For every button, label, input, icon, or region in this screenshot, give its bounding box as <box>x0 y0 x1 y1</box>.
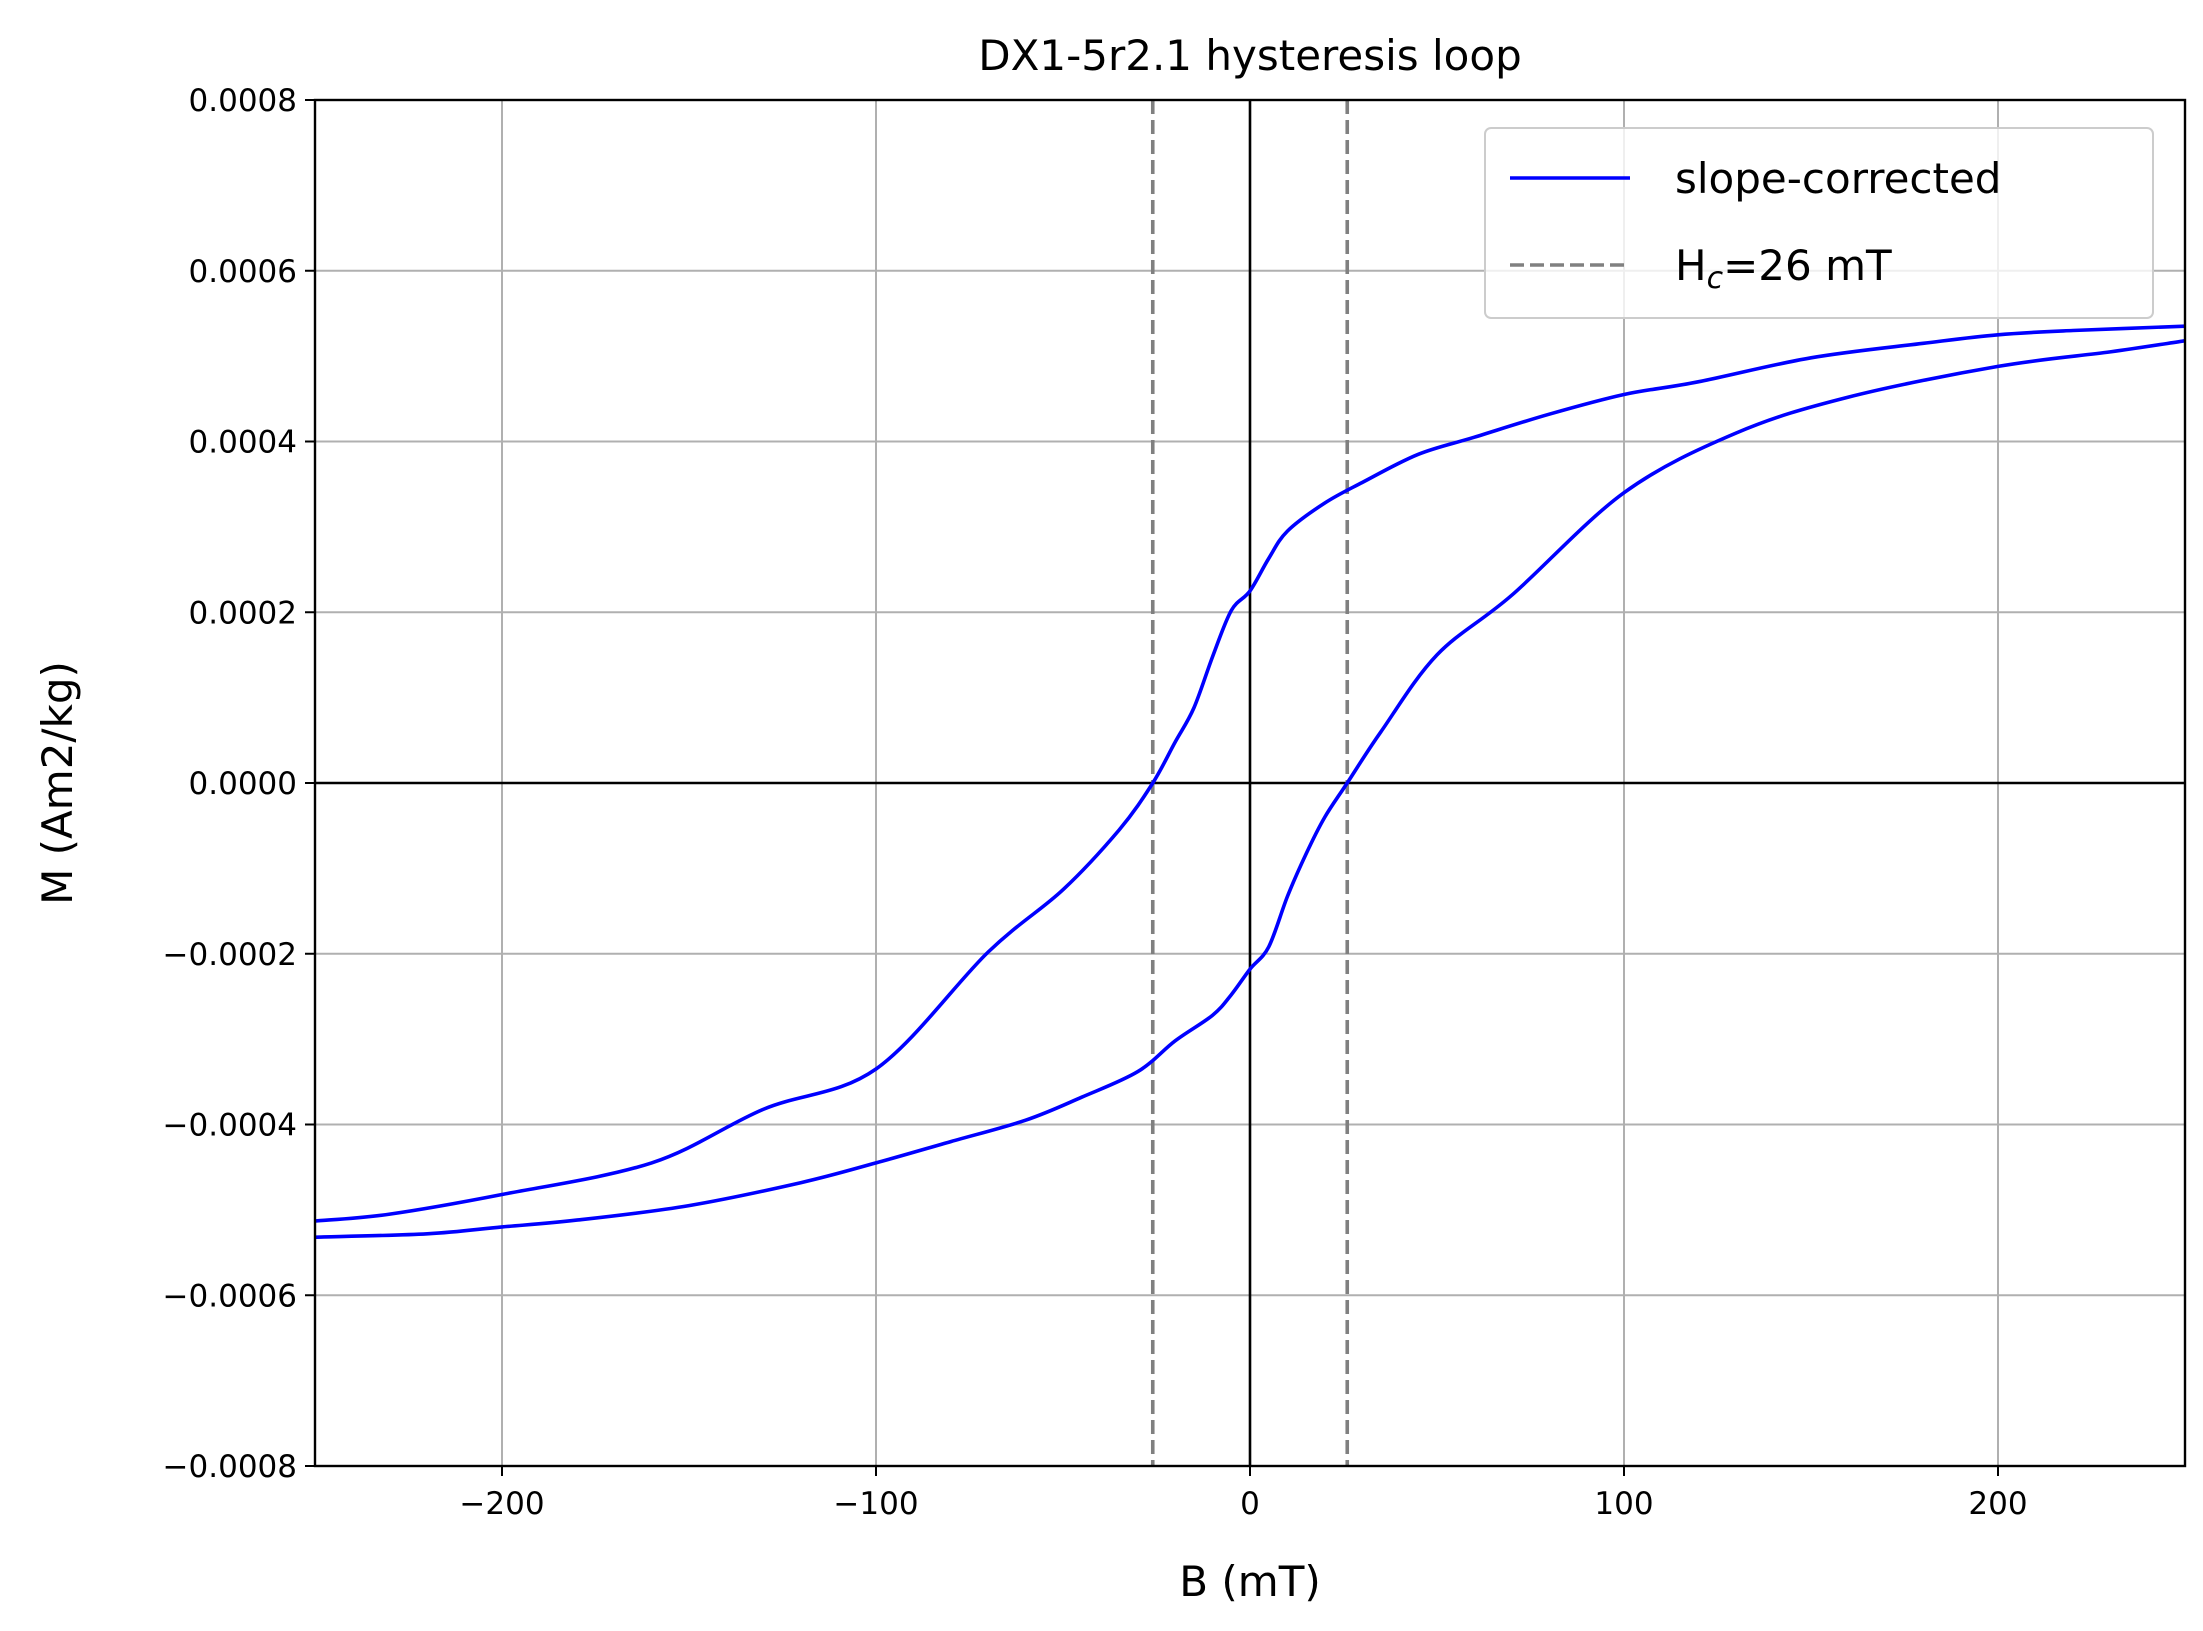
y-tick-label-5: 0.0002 <box>189 595 297 631</box>
x-tick-label-1: −100 <box>833 1486 918 1522</box>
legend-box <box>1484 127 2154 319</box>
x-axis-label: B (mT) <box>1179 1557 1321 1606</box>
x-tick-label-4: 200 <box>1968 1486 2027 1522</box>
legend-label-coercivity-subscript: c <box>1707 261 1724 296</box>
y-tick-label-2: −0.0004 <box>163 1108 297 1144</box>
legend-label-coercivity-symbol: H <box>1675 241 1707 290</box>
loop-branch-descending <box>315 324 2185 1223</box>
x-tick-label-3: 100 <box>1594 1486 1653 1522</box>
y-tick-label-7: 0.0006 <box>189 254 297 290</box>
legend-label-slope-corrected: slope-corrected <box>1675 154 2001 203</box>
y-tick-label-0: −0.0008 <box>163 1449 297 1485</box>
y-axis-label: M (Am2/kg) <box>33 661 82 905</box>
y-tick-label-6: 0.0004 <box>189 425 297 461</box>
x-tick-label-2: 0 <box>1240 1486 1260 1522</box>
y-tick-label-1: −0.0006 <box>163 1278 297 1314</box>
y-tick-label-8: 0.0008 <box>189 83 297 119</box>
y-tick-label-4: 0.0000 <box>189 766 297 802</box>
legend: slope-corrected Hc=26 mT <box>1484 127 2154 319</box>
chart-title: DX1-5r2.1 hysteresis loop <box>978 31 1521 80</box>
x-tick-label-0: −200 <box>459 1486 544 1522</box>
axis-ticks: −200 −100 0 100 200 −0.0008 −0.0006 −0.0004 −0.0… <box>163 83 2028 1522</box>
legend-label-coercivity-value: =26 mT <box>1723 241 1892 290</box>
loop-branch-ascending <box>315 339 2185 1239</box>
y-tick-label-3: −0.0002 <box>163 937 297 973</box>
legend-label-coercivity: Hc=26 mT <box>1675 241 1892 296</box>
